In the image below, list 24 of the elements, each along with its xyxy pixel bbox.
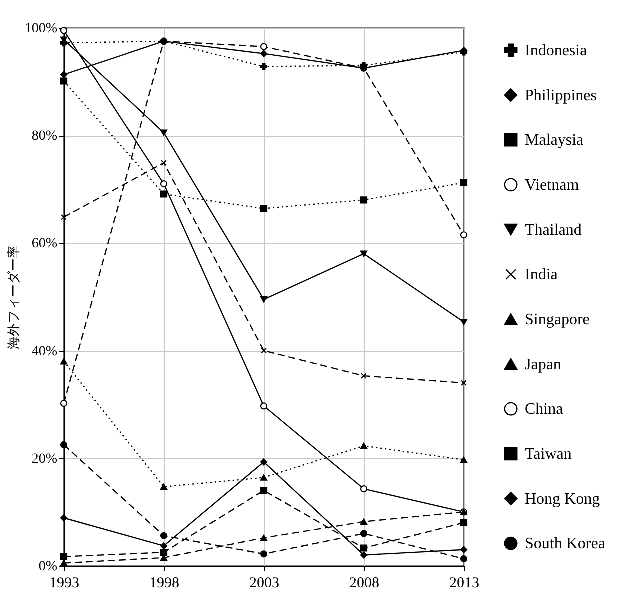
- legend-label: Japan: [525, 356, 562, 374]
- x-tick-label: 2008: [350, 576, 380, 592]
- x-tick-label: 1998: [150, 576, 180, 592]
- y-tick-label: 100%: [24, 22, 58, 36]
- legend-label: India: [525, 266, 558, 284]
- legend-label: Singapore: [525, 311, 590, 328]
- legend-label: Thailand: [525, 222, 582, 239]
- legend-label: Indonesia: [525, 42, 588, 60]
- y-axis-title: 海外フィーダー率: [6, 246, 21, 350]
- y-tick-label: 80%: [32, 129, 58, 144]
- x-tick-label: 2013: [450, 576, 480, 592]
- y-tick-label: 40%: [32, 344, 58, 360]
- x-tick-label: 1993: [50, 576, 80, 592]
- x-tick-label: 2003: [250, 576, 280, 592]
- legend-label: South Korea: [525, 536, 606, 553]
- legend-label: Philippines: [525, 87, 598, 104]
- legend-label: Taiwan: [525, 446, 572, 463]
- y-tick-label: 60%: [32, 236, 58, 252]
- y-tick-label: 20%: [32, 452, 58, 467]
- legend-label: Vietnam: [525, 176, 580, 194]
- legend-label: Hong Kong: [525, 490, 600, 508]
- y-tick-label: 0%: [38, 560, 58, 574]
- legend-label: China: [525, 401, 564, 418]
- legend-label: Malaysia: [525, 132, 584, 150]
